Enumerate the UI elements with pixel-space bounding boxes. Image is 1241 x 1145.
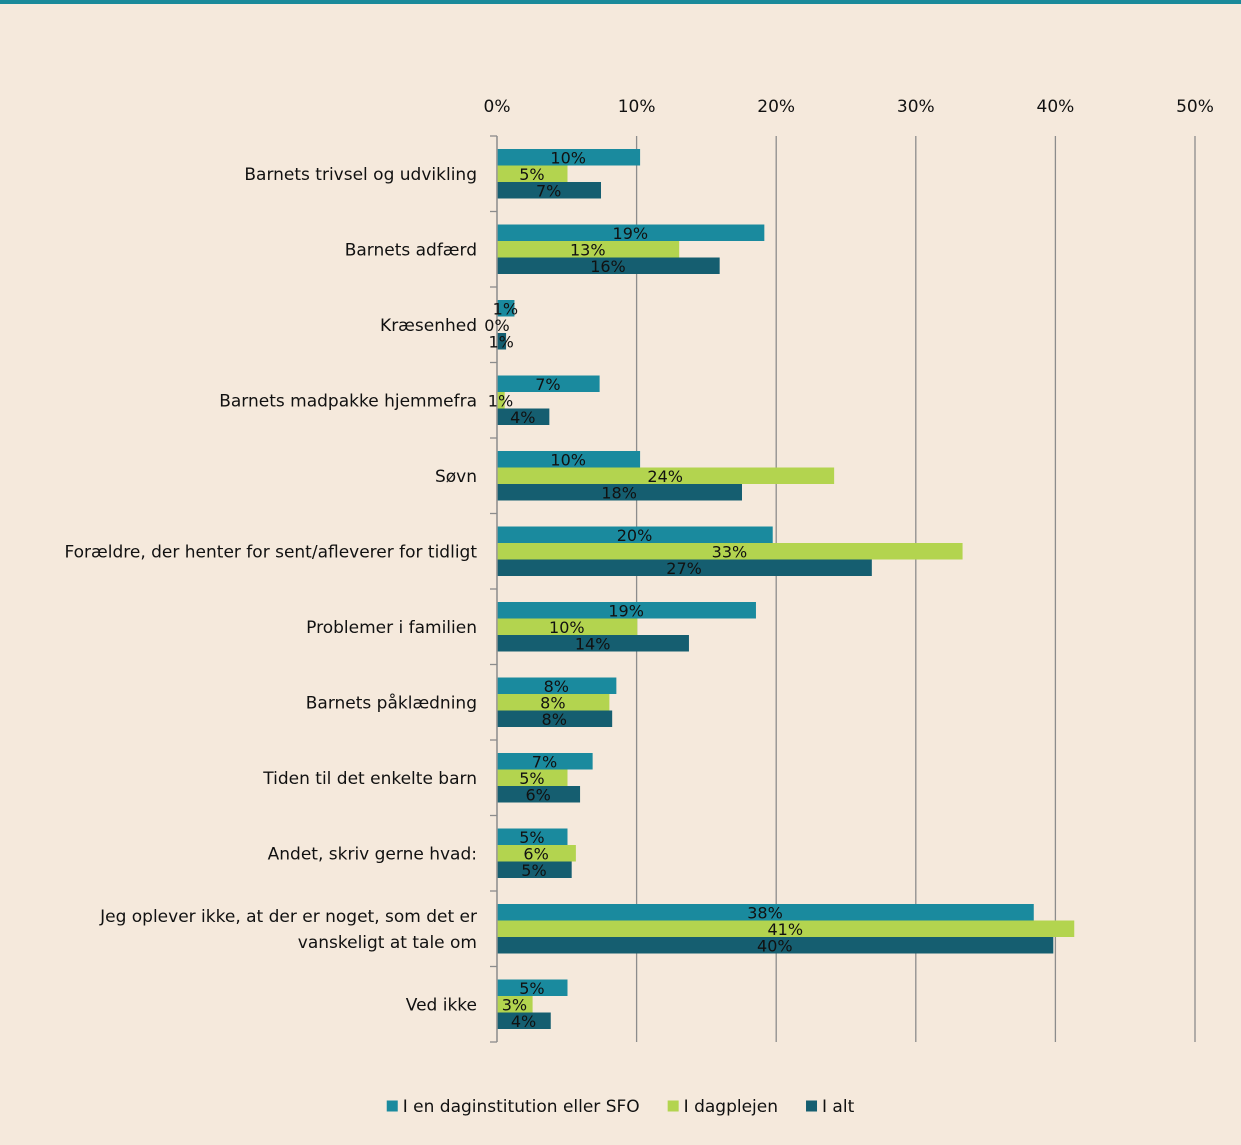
category-label-6: Problemer i familien bbox=[306, 618, 477, 638]
legend-label-2: I alt bbox=[822, 1097, 855, 1117]
data-label-s0-c7: 8% bbox=[544, 677, 569, 696]
legend-swatch-0 bbox=[386, 1100, 398, 1112]
data-label-s0-c3: 7% bbox=[535, 375, 560, 394]
data-label-s2-c10: 40% bbox=[757, 936, 793, 955]
data-label-s1-c8: 5% bbox=[519, 769, 544, 788]
bar-s1-c5 bbox=[497, 543, 963, 560]
category-label-10: Jeg oplever ikke, at der er noget, som d… bbox=[99, 907, 477, 953]
data-label-s2-c8: 6% bbox=[525, 785, 550, 804]
category-label-5: Forældre, der henter for sent/afleverer … bbox=[64, 542, 477, 562]
bar-s1-c10 bbox=[497, 920, 1075, 937]
legend-swatch-1 bbox=[667, 1100, 679, 1112]
bar-s0-c11 bbox=[497, 979, 568, 996]
data-label-s2-c7: 8% bbox=[542, 710, 567, 729]
legend-swatch-2 bbox=[806, 1100, 818, 1112]
category-label-8: Tiden til det enkelte barn bbox=[262, 769, 477, 789]
bar-s1-c0 bbox=[497, 165, 568, 182]
data-label-s0-c2: 1% bbox=[493, 299, 518, 318]
data-label-s0-c10: 38% bbox=[747, 903, 783, 922]
bar-s1-c8 bbox=[497, 769, 568, 786]
x-tick-label-5: 50% bbox=[1176, 97, 1214, 117]
data-label-s2-c4: 18% bbox=[601, 483, 637, 502]
bar-s2-c0 bbox=[497, 182, 602, 199]
bar-s0-c4 bbox=[497, 451, 641, 468]
category-label-9: Andet, skriv gerne hvad: bbox=[268, 844, 477, 864]
data-label-s0-c8: 7% bbox=[532, 752, 557, 771]
data-label-s2-c11: 4% bbox=[511, 1012, 536, 1031]
data-label-s2-c0: 7% bbox=[536, 181, 561, 200]
x-tick-label-0: 0% bbox=[484, 97, 511, 117]
bar-s0-c7 bbox=[497, 677, 617, 694]
data-label-s1-c5: 33% bbox=[712, 542, 748, 561]
bar-s1-c1 bbox=[497, 241, 680, 258]
category-label-7: Barnets påklædning bbox=[306, 692, 477, 713]
category-label-2: Kræsenhed bbox=[380, 316, 477, 336]
x-tick-label-2: 20% bbox=[757, 97, 795, 117]
legend-label-0: I en daginstitution eller SFO bbox=[403, 1097, 640, 1117]
bar-s2-c11 bbox=[497, 1012, 551, 1029]
bar-s2-c4 bbox=[497, 484, 742, 501]
bar-s0-c5 bbox=[497, 526, 773, 543]
bar-s1-c4 bbox=[497, 467, 835, 484]
data-label-s2-c1: 16% bbox=[590, 257, 626, 276]
data-label-s1-c3: 1% bbox=[488, 391, 513, 410]
x-tick-label-1: 10% bbox=[618, 97, 656, 117]
category-label-3: Barnets madpakke hjemmefra bbox=[219, 391, 477, 411]
bar-s0-c3 bbox=[497, 375, 600, 392]
data-label-s1-c0: 5% bbox=[519, 165, 544, 184]
data-label-s0-c11: 5% bbox=[519, 979, 544, 998]
top-rule bbox=[0, 0, 1241, 4]
bar-s0-c1 bbox=[497, 224, 765, 241]
bar-s1-c6 bbox=[497, 618, 638, 635]
category-label-4: Søvn bbox=[435, 467, 477, 487]
data-label-s0-c9: 5% bbox=[519, 828, 544, 847]
bar-s2-c5 bbox=[497, 559, 872, 576]
bar-s2-c9 bbox=[497, 861, 572, 878]
data-label-s1-c7: 8% bbox=[540, 693, 565, 712]
bar-s2-c6 bbox=[497, 635, 689, 652]
bar-s0-c9 bbox=[497, 828, 568, 845]
bar-s1-c9 bbox=[497, 845, 576, 862]
data-label-s0-c1: 19% bbox=[613, 224, 649, 243]
bar-s0-c6 bbox=[497, 602, 756, 619]
data-label-s0-c0: 10% bbox=[550, 148, 586, 167]
data-label-s2-c6: 14% bbox=[575, 634, 611, 653]
bar-s2-c8 bbox=[497, 786, 581, 803]
bar-s2-c7 bbox=[497, 710, 613, 727]
legend-label-1: I dagplejen bbox=[684, 1097, 778, 1117]
bar-s1-c7 bbox=[497, 694, 610, 711]
bar-s0-c8 bbox=[497, 753, 593, 770]
category-label-1: Barnets adfærd bbox=[345, 240, 477, 260]
data-label-s2-c5: 27% bbox=[666, 559, 702, 578]
category-label-11: Ved ikke bbox=[406, 995, 477, 1015]
x-tick-label-3: 30% bbox=[897, 97, 935, 117]
data-label-s0-c6: 19% bbox=[608, 601, 644, 620]
bar-s0-c2 bbox=[497, 300, 515, 317]
data-label-s1-c11: 3% bbox=[502, 995, 527, 1014]
x-tick-label-4: 40% bbox=[1037, 97, 1075, 117]
bar-s1-c3 bbox=[497, 392, 505, 409]
bar-s2-c10 bbox=[497, 937, 1054, 954]
bar-s2-c3 bbox=[497, 408, 550, 425]
data-label-s0-c4: 10% bbox=[550, 450, 586, 469]
data-label-s1-c6: 10% bbox=[549, 618, 585, 637]
data-label-s1-c10: 41% bbox=[767, 920, 803, 939]
data-label-s0-c5: 20% bbox=[617, 526, 653, 545]
category-label-0: Barnets trivsel og udvikling bbox=[244, 165, 477, 185]
bar-s1-c11 bbox=[497, 996, 533, 1013]
bar-s2-c1 bbox=[497, 257, 720, 274]
bar-s0-c0 bbox=[497, 149, 641, 166]
data-label-s2-c3: 4% bbox=[510, 408, 535, 427]
data-label-s1-c1: 13% bbox=[570, 240, 606, 259]
data-label-s1-c4: 24% bbox=[647, 467, 683, 486]
data-label-s2-c2: 1% bbox=[488, 332, 513, 351]
data-label-s1-c9: 6% bbox=[523, 844, 548, 863]
bar-s2-c2 bbox=[497, 333, 507, 350]
data-label-s2-c9: 5% bbox=[521, 861, 546, 880]
bar-s0-c10 bbox=[497, 904, 1034, 921]
data-label-s1-c2: 0% bbox=[484, 316, 509, 335]
